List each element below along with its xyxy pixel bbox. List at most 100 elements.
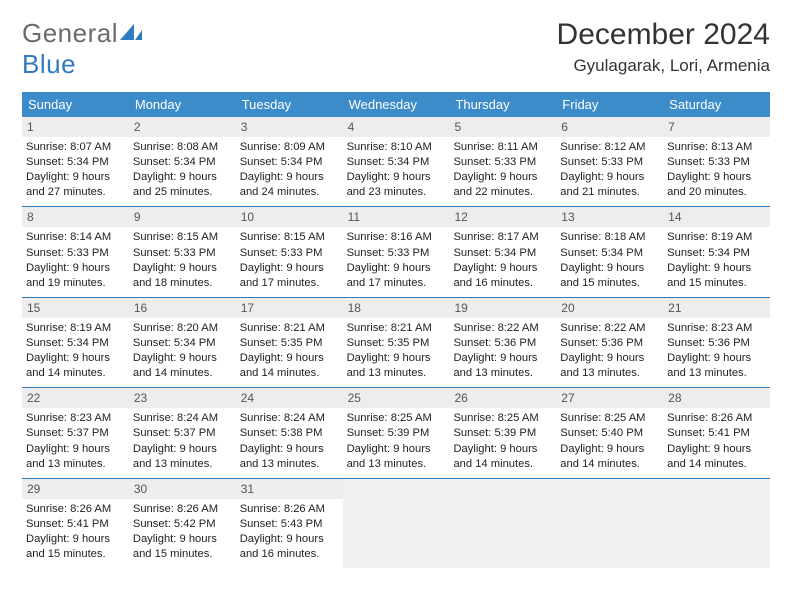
day-cell: 17Sunrise: 8:21 AMSunset: 5:35 PMDayligh… (236, 298, 343, 387)
day-number: 9 (129, 207, 236, 227)
empty-cell (449, 479, 556, 568)
sunrise-text: Sunrise: 8:15 AM (133, 230, 232, 245)
calendar: Sunday Monday Tuesday Wednesday Thursday… (22, 92, 770, 568)
day-number: 3 (236, 117, 343, 137)
daylight-text-2: and 14 minutes. (560, 457, 659, 472)
sunrise-text: Sunrise: 8:12 AM (560, 140, 659, 155)
daylight-text-2: and 17 minutes. (347, 276, 446, 291)
day-cell: 23Sunrise: 8:24 AMSunset: 5:37 PMDayligh… (129, 388, 236, 477)
sunrise-text: Sunrise: 8:09 AM (240, 140, 339, 155)
empty-cell (663, 479, 770, 568)
daylight-text-1: Daylight: 9 hours (453, 442, 552, 457)
day-number: 18 (343, 298, 450, 318)
daylight-text-1: Daylight: 9 hours (667, 261, 766, 276)
dow-friday: Friday (556, 92, 663, 117)
daylight-text-1: Daylight: 9 hours (560, 351, 659, 366)
daylight-text-2: and 13 minutes. (560, 366, 659, 381)
day-cell: 25Sunrise: 8:25 AMSunset: 5:39 PMDayligh… (343, 388, 450, 477)
day-number: 17 (236, 298, 343, 318)
sunrise-text: Sunrise: 8:25 AM (560, 411, 659, 426)
day-cell: 7Sunrise: 8:13 AMSunset: 5:33 PMDaylight… (663, 117, 770, 206)
daylight-text-1: Daylight: 9 hours (240, 261, 339, 276)
day-cell: 11Sunrise: 8:16 AMSunset: 5:33 PMDayligh… (343, 207, 450, 296)
day-number: 24 (236, 388, 343, 408)
daylight-text-2: and 16 minutes. (453, 276, 552, 291)
daylight-text-2: and 13 minutes. (26, 457, 125, 472)
day-cell: 13Sunrise: 8:18 AMSunset: 5:34 PMDayligh… (556, 207, 663, 296)
day-cell: 28Sunrise: 8:26 AMSunset: 5:41 PMDayligh… (663, 388, 770, 477)
day-number: 31 (236, 479, 343, 499)
sunrise-text: Sunrise: 8:13 AM (667, 140, 766, 155)
sunrise-text: Sunrise: 8:24 AM (133, 411, 232, 426)
brand-word-2: Blue (22, 49, 76, 79)
day-cell: 19Sunrise: 8:22 AMSunset: 5:36 PMDayligh… (449, 298, 556, 387)
day-cell: 15Sunrise: 8:19 AMSunset: 5:34 PMDayligh… (22, 298, 129, 387)
sail-icon (120, 18, 142, 48)
brand-word-1: General (22, 18, 118, 48)
sunrise-text: Sunrise: 8:16 AM (347, 230, 446, 245)
daylight-text-1: Daylight: 9 hours (347, 261, 446, 276)
sunrise-text: Sunrise: 8:17 AM (453, 230, 552, 245)
day-cell: 10Sunrise: 8:15 AMSunset: 5:33 PMDayligh… (236, 207, 343, 296)
day-cell: 27Sunrise: 8:25 AMSunset: 5:40 PMDayligh… (556, 388, 663, 477)
day-number: 7 (663, 117, 770, 137)
sunrise-text: Sunrise: 8:25 AM (347, 411, 446, 426)
day-cell: 12Sunrise: 8:17 AMSunset: 5:34 PMDayligh… (449, 207, 556, 296)
sunset-text: Sunset: 5:33 PM (560, 155, 659, 170)
day-cell: 5Sunrise: 8:11 AMSunset: 5:33 PMDaylight… (449, 117, 556, 206)
day-cell: 9Sunrise: 8:15 AMSunset: 5:33 PMDaylight… (129, 207, 236, 296)
sunset-text: Sunset: 5:35 PM (240, 336, 339, 351)
sunrise-text: Sunrise: 8:18 AM (560, 230, 659, 245)
sunrise-text: Sunrise: 8:26 AM (240, 502, 339, 517)
daylight-text-2: and 13 minutes. (133, 457, 232, 472)
daylight-text-2: and 25 minutes. (133, 185, 232, 200)
dow-saturday: Saturday (663, 92, 770, 117)
day-cell: 18Sunrise: 8:21 AMSunset: 5:35 PMDayligh… (343, 298, 450, 387)
sunset-text: Sunset: 5:34 PM (667, 246, 766, 261)
day-number: 10 (236, 207, 343, 227)
sunrise-text: Sunrise: 8:21 AM (347, 321, 446, 336)
sunrise-text: Sunrise: 8:07 AM (26, 140, 125, 155)
sunset-text: Sunset: 5:33 PM (453, 155, 552, 170)
page-subtitle: Gyulagarak, Lori, Armenia (557, 56, 770, 76)
day-number: 14 (663, 207, 770, 227)
sunrise-text: Sunrise: 8:21 AM (240, 321, 339, 336)
daylight-text-2: and 24 minutes. (240, 185, 339, 200)
daylight-text-2: and 14 minutes. (240, 366, 339, 381)
daylight-text-1: Daylight: 9 hours (240, 170, 339, 185)
dow-thursday: Thursday (449, 92, 556, 117)
sunset-text: Sunset: 5:34 PM (240, 155, 339, 170)
daylight-text-2: and 20 minutes. (667, 185, 766, 200)
daylight-text-1: Daylight: 9 hours (26, 351, 125, 366)
day-cell: 29Sunrise: 8:26 AMSunset: 5:41 PMDayligh… (22, 479, 129, 568)
day-cell: 2Sunrise: 8:08 AMSunset: 5:34 PMDaylight… (129, 117, 236, 206)
daylight-text-2: and 14 minutes. (133, 366, 232, 381)
sunset-text: Sunset: 5:33 PM (667, 155, 766, 170)
sunset-text: Sunset: 5:33 PM (26, 246, 125, 261)
sunset-text: Sunset: 5:41 PM (667, 426, 766, 441)
day-number: 1 (22, 117, 129, 137)
sunrise-text: Sunrise: 8:10 AM (347, 140, 446, 155)
day-number: 4 (343, 117, 450, 137)
daylight-text-2: and 15 minutes. (133, 547, 232, 562)
daylight-text-1: Daylight: 9 hours (26, 532, 125, 547)
daylight-text-2: and 18 minutes. (133, 276, 232, 291)
day-cell: 16Sunrise: 8:20 AMSunset: 5:34 PMDayligh… (129, 298, 236, 387)
sunrise-text: Sunrise: 8:25 AM (453, 411, 552, 426)
sunrise-text: Sunrise: 8:22 AM (560, 321, 659, 336)
day-number: 29 (22, 479, 129, 499)
page-title: December 2024 (557, 18, 770, 52)
day-cell: 22Sunrise: 8:23 AMSunset: 5:37 PMDayligh… (22, 388, 129, 477)
sunset-text: Sunset: 5:34 PM (26, 336, 125, 351)
daylight-text-2: and 15 minutes. (667, 276, 766, 291)
brand-logo: General Blue (22, 18, 142, 80)
sunset-text: Sunset: 5:37 PM (26, 426, 125, 441)
daylight-text-1: Daylight: 9 hours (133, 261, 232, 276)
daylight-text-2: and 16 minutes. (240, 547, 339, 562)
daylight-text-2: and 14 minutes. (453, 457, 552, 472)
week-row: 1 Sunrise: 8:07 AM Sunset: 5:34 PMDaylight… (22, 117, 770, 207)
day-cell: 1Sunrise: 8:07 AMSunset: 5:34 PMDaylight… (22, 117, 129, 206)
sunset-text: Sunset: 5:34 PM (133, 336, 232, 351)
day-number: 27 (556, 388, 663, 408)
day-number: 11 (343, 207, 450, 227)
